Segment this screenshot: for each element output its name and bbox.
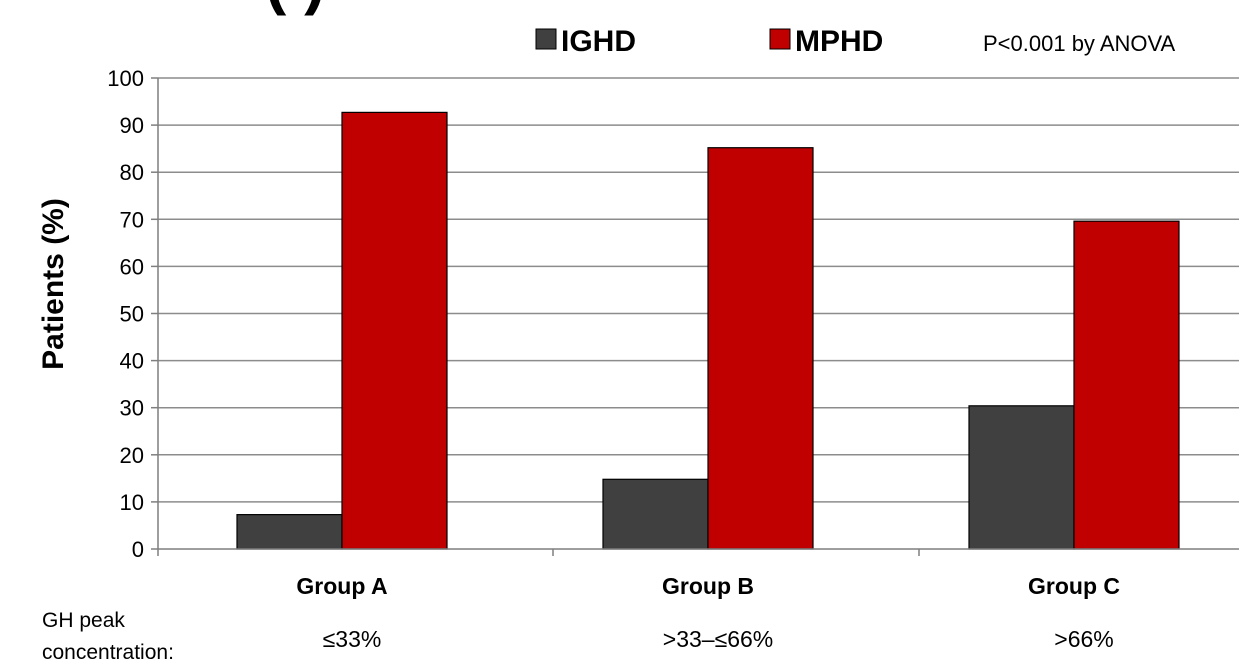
gh-peak-label-line2: concentration:	[42, 641, 174, 664]
bars	[236, 111, 1180, 550]
y-tick-label: 10	[120, 490, 144, 515]
x-subcategory-labels: ≤33% >33–≤66% >66%	[323, 626, 1114, 652]
bar-mphd-group-b	[707, 147, 814, 550]
x-category-labels: Group A Group B Group C	[296, 573, 1120, 599]
legend-label-ighd: IGHD	[561, 25, 636, 58]
x-category-label: Group A	[296, 573, 387, 599]
bar-ighd-group-a	[236, 514, 343, 550]
legend: IGHD MPHD	[535, 25, 883, 58]
x-subcategory-label: >66%	[1054, 626, 1113, 652]
x-subcategory-label: ≤33%	[323, 626, 382, 652]
bar-mphd-group-c	[1073, 220, 1180, 550]
y-tick-label: 90	[120, 113, 144, 138]
y-tick-label: 60	[120, 254, 144, 279]
anova-annotation: P<0.001 by ANOVA	[983, 31, 1176, 56]
bar-ighd-group-c	[968, 405, 1075, 550]
legend-swatch-mphd	[769, 28, 791, 50]
y-tick-label: 80	[120, 160, 144, 185]
bar-ighd-group-b	[602, 478, 709, 550]
legend-swatch-ighd	[535, 28, 557, 50]
x-category-label: Group C	[1028, 573, 1120, 599]
y-tick-label: 30	[120, 396, 144, 421]
y-axis-title: Patients (%)	[37, 198, 70, 370]
x-category-label: Group B	[662, 573, 754, 599]
x-subcategory-label: >33–≤66%	[663, 626, 773, 652]
y-tick-label: 20	[120, 443, 144, 468]
y-tick-labels: 0 10 20 30 40 50 60 70 80 90 100	[107, 66, 144, 562]
y-tick-label: 0	[132, 537, 144, 562]
y-tick-label: 70	[120, 207, 144, 232]
bar-mphd-group-a	[341, 111, 448, 550]
y-tick-label: 40	[120, 349, 144, 374]
axes	[151, 77, 1239, 556]
legend-label-mphd: MPHD	[795, 25, 883, 58]
gh-peak-label-line1: GH peak	[42, 609, 125, 632]
y-tick-label: 100	[107, 66, 144, 91]
partial-title: ( )	[265, 0, 325, 16]
y-tick-label: 50	[120, 302, 144, 327]
gridlines	[158, 77, 1239, 503]
